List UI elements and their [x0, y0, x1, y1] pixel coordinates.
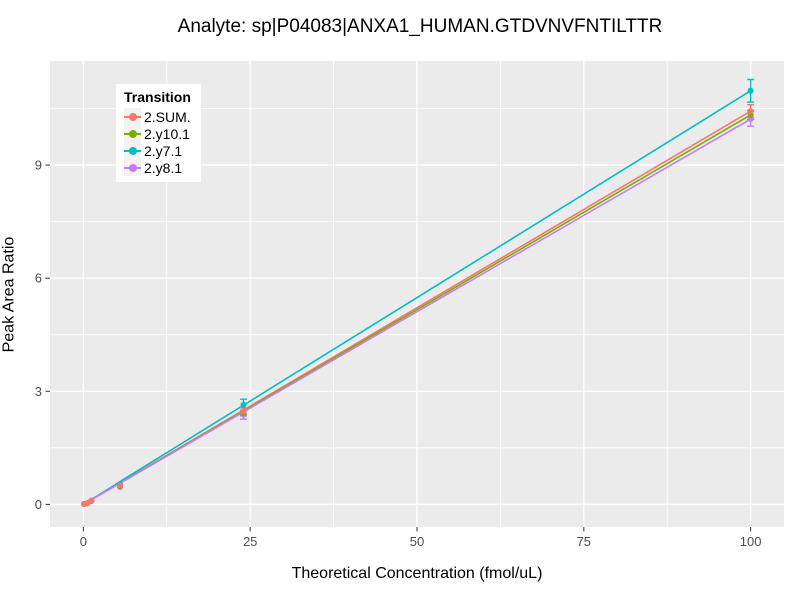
legend-item: 2.SUM.	[124, 108, 191, 125]
legend-key-icon	[124, 159, 141, 176]
legend-key-icon	[124, 142, 141, 159]
x-tick-label: 25	[243, 534, 257, 549]
legend-item: 2.y10.1	[124, 125, 191, 142]
y-tick-label: 3	[35, 384, 42, 399]
x-tick-label: 100	[740, 534, 762, 549]
data-point	[747, 108, 754, 115]
x-tick-label: 50	[410, 534, 424, 549]
y-tick-label: 0	[35, 497, 42, 512]
legend-item-label: 2.SUM.	[144, 108, 191, 125]
x-axis-title: Theoretical Concentration (fmol/uL)	[291, 565, 543, 582]
data-point	[88, 497, 95, 504]
data-point	[240, 401, 247, 408]
series-line	[83, 90, 752, 505]
data-point	[747, 87, 754, 94]
series-line	[83, 118, 752, 505]
legend-title: Transition	[124, 89, 191, 105]
y-axis-title: Peak Area Ratio	[0, 236, 18, 353]
data-point	[117, 482, 124, 489]
y-tick-label: 6	[35, 271, 42, 286]
legend: Transition 2.SUM. 2.y10.1 2.y7.1 2.y8.1	[116, 84, 201, 182]
chart-title: Analyte: sp|P04083|ANXA1_HUMAN.GTDVNVFNT…	[177, 16, 663, 37]
legend-key-icon	[124, 125, 141, 142]
legend-item: 2.y8.1	[124, 159, 191, 176]
legend-item: 2.y7.1	[124, 142, 191, 159]
legend-item-label: 2.y8.1	[144, 159, 183, 176]
legend-item-label: 2.y7.1	[144, 142, 183, 159]
legend-items: 2.SUM. 2.y10.1 2.y7.1 2.y8.1	[124, 108, 191, 176]
legend-item-label: 2.y10.1	[144, 125, 190, 142]
x-tick-label: 75	[577, 534, 591, 549]
x-tick-label: 0	[80, 534, 87, 549]
legend-key-icon	[124, 108, 141, 125]
y-tick-label: 9	[35, 158, 42, 173]
data-point	[240, 408, 247, 415]
data-point	[747, 116, 754, 123]
